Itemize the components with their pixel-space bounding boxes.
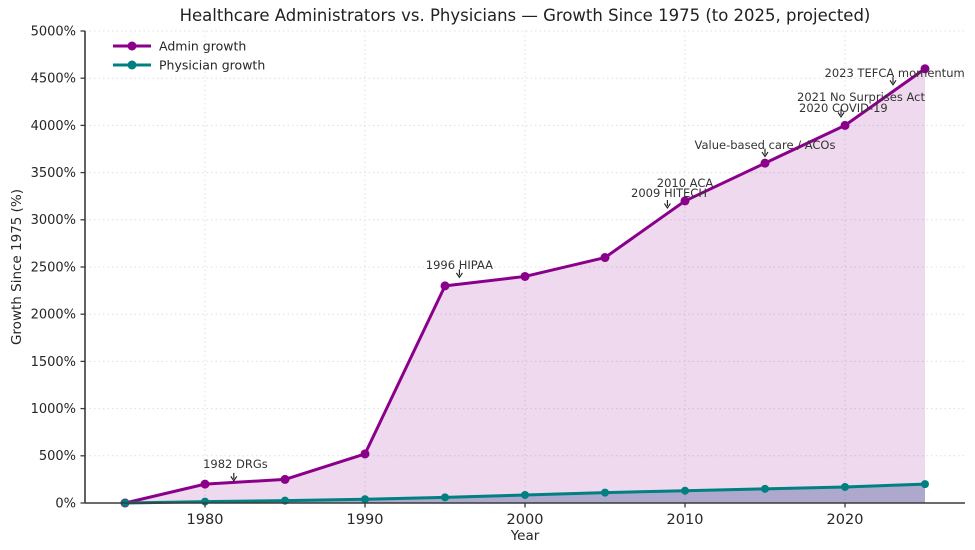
area-fill-physician — [125, 484, 925, 503]
annotation-label: 2020 COVID-19 — [799, 101, 888, 115]
annotation-label: 2021 No Surprises Act — [797, 90, 925, 104]
physician-marker — [681, 486, 689, 495]
admin-marker — [440, 281, 450, 291]
admin-marker — [840, 120, 850, 130]
annotation-label: Value-based care / ACOs — [695, 138, 836, 152]
annotation-arrow — [455, 269, 463, 279]
y-tick-label: 1000% — [31, 402, 76, 417]
x-tick-labels: 1980 1990 2000 2010 2020 — [187, 512, 864, 528]
admin-marker — [360, 449, 370, 459]
legend-marker — [127, 41, 137, 51]
y-tick-label: 500% — [39, 449, 76, 464]
y-tick-label: 3000% — [31, 213, 76, 228]
physician-marker — [361, 495, 369, 504]
x-axis-label: Year — [510, 528, 540, 544]
x-tick-label: 1990 — [347, 512, 384, 528]
annotation-label: 1982 DRGs — [203, 457, 268, 471]
chart-title: Healthcare Administrators vs. Physicians… — [179, 6, 871, 25]
legend: Admin growth Physician growth — [113, 38, 265, 72]
y-tick-label: 2000% — [31, 308, 76, 323]
admin-marker — [920, 64, 930, 74]
y-tick-label: 2500% — [31, 260, 76, 275]
admin-marker — [760, 158, 770, 168]
admin-marker — [600, 253, 610, 263]
annotation-arrow — [663, 200, 671, 209]
legend-marker — [127, 60, 137, 70]
area-fill-admin — [125, 68, 925, 503]
physician-marker — [841, 482, 849, 491]
y-tick-label: 0% — [55, 496, 76, 511]
admin-marker — [520, 271, 530, 281]
annotation-label: 2023 TEFCA momentum — [825, 66, 965, 80]
x-tick-label: 2010 — [667, 512, 704, 528]
physician-marker — [761, 484, 769, 493]
annotation-arrow — [837, 108, 845, 118]
y-tick-label: 1500% — [31, 355, 76, 370]
annotation-label: 1996 HIPAA — [426, 258, 493, 272]
admin-marker — [280, 474, 290, 484]
physician-marker — [601, 488, 609, 497]
annotation-arrow — [230, 472, 238, 482]
physician-marker — [441, 493, 449, 502]
y-tick-label: 4500% — [31, 72, 76, 87]
y-tick-labels: 0% 500% 1000% 1500% 2000% 2500% 3000% 3500% 4000… — [31, 24, 76, 511]
annotation-label: 2010 ACA — [657, 176, 714, 190]
physician-marker — [921, 480, 929, 489]
y-tick-label: 4000% — [31, 119, 76, 134]
legend-label: Admin growth — [159, 38, 246, 53]
tick-marks — [80, 30, 846, 508]
annotation-arrow — [889, 76, 897, 86]
y-tick-label: 5000% — [31, 24, 76, 39]
annotation-label: 2009 HITECH — [631, 186, 707, 200]
x-tick-label: 2020 — [827, 512, 864, 528]
x-tick-label: 2000 — [507, 512, 544, 528]
x-tick-label: 1980 — [187, 512, 224, 528]
admin-marker — [680, 196, 690, 206]
legend-label: Physician growth — [159, 57, 265, 72]
physician-marker — [521, 490, 529, 499]
admin-marker — [200, 479, 210, 489]
annotation-arrow — [761, 148, 769, 158]
y-tick-label: 3500% — [31, 166, 76, 181]
